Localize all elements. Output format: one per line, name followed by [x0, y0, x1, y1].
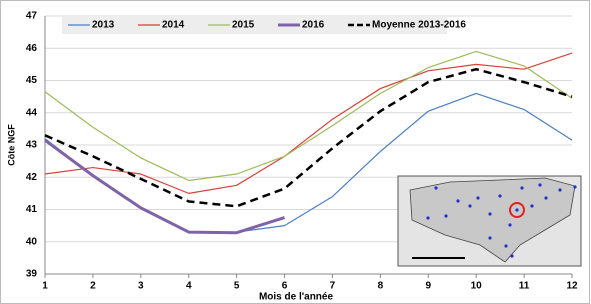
- x-tick-label: 8: [378, 281, 384, 292]
- map-station: [434, 186, 437, 189]
- chart: Mois de l'année Côte NGF 394041424344454…: [0, 0, 591, 304]
- y-tick-label: 39: [26, 269, 38, 280]
- map-station: [573, 185, 576, 188]
- y-tick-label: 41: [26, 204, 38, 215]
- map-station: [538, 183, 541, 186]
- x-tick-label: 7: [330, 281, 336, 292]
- x-tick-label: 2: [90, 281, 96, 292]
- x-tick-label: 9: [425, 281, 431, 292]
- legend-label: 2013: [92, 20, 115, 31]
- x-axis-label: Mois de l'année: [259, 292, 334, 303]
- x-tick-label: 10: [471, 281, 483, 292]
- map-station: [520, 186, 523, 189]
- x-tick-label: 1: [42, 281, 48, 292]
- legend-label: 2016: [302, 20, 325, 31]
- y-tick-label: 42: [26, 172, 38, 183]
- x-tick-label: 4: [186, 281, 192, 292]
- map-station: [444, 214, 447, 217]
- x-tick-label: 3: [138, 281, 144, 292]
- y-tick-label: 44: [26, 107, 38, 118]
- x-tick-label: 12: [566, 281, 578, 292]
- map-station: [498, 194, 501, 197]
- legend-label: Moyenne 2013-2016: [372, 20, 466, 31]
- map-station: [508, 223, 511, 226]
- y-tick-label: 47: [26, 11, 38, 22]
- map-station: [504, 244, 507, 247]
- legend-label: 2015: [232, 20, 255, 31]
- x-tick-label: 11: [519, 281, 530, 292]
- map-station: [544, 196, 547, 199]
- y-axis-label: Côte NGF: [6, 124, 16, 166]
- x-tick-label: 6: [282, 281, 288, 292]
- map-station: [426, 216, 429, 219]
- map-station: [510, 254, 513, 257]
- map-station: [488, 236, 491, 239]
- map-station: [488, 212, 491, 215]
- map-station: [456, 199, 459, 202]
- map-station: [515, 208, 518, 211]
- y-tick-label: 45: [26, 75, 38, 86]
- map-station: [558, 188, 561, 191]
- legend-label: 2014: [162, 20, 185, 31]
- legend: 2013 2014 2015 2016 Moyenne 2013-2016: [62, 16, 466, 34]
- inset-map: [398, 176, 581, 266]
- y-tick-label: 46: [26, 43, 38, 54]
- map-station: [476, 196, 479, 199]
- y-tick-label: 43: [26, 140, 38, 151]
- x-tick-label: 5: [234, 281, 240, 292]
- map-station: [468, 204, 471, 207]
- y-tick-label: 40: [26, 236, 38, 247]
- map-station: [530, 204, 533, 207]
